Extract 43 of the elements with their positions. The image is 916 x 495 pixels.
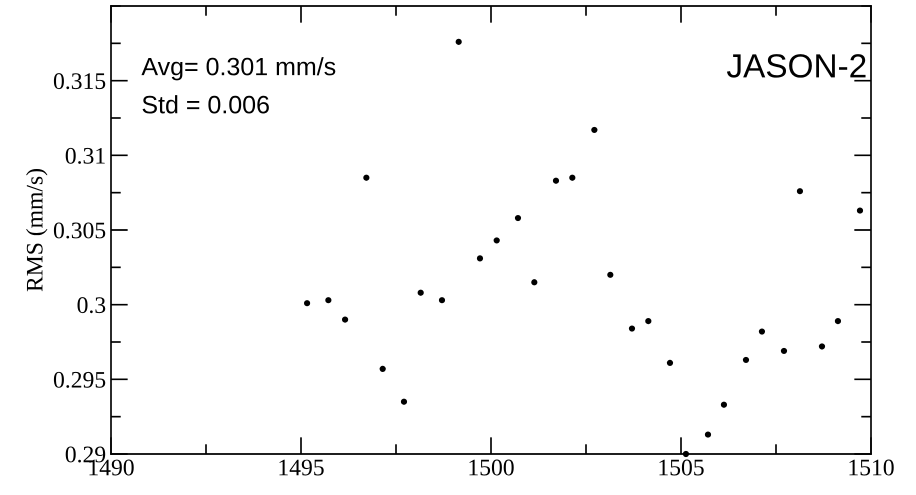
point bbox=[780, 348, 788, 354]
point bbox=[569, 174, 576, 181]
point bbox=[552, 178, 560, 184]
x-tick-label: 1510 bbox=[849, 460, 894, 476]
point bbox=[742, 356, 750, 364]
annotation: Avg= 0.301 mm/s bbox=[141, 57, 336, 80]
x-tick-label: 1495 bbox=[279, 460, 324, 476]
point bbox=[438, 297, 446, 304]
annotation: JASON-2 bbox=[726, 54, 866, 78]
point bbox=[325, 297, 332, 304]
point bbox=[645, 318, 652, 324]
point bbox=[591, 126, 598, 134]
point bbox=[834, 318, 842, 324]
point bbox=[456, 38, 462, 45]
point bbox=[666, 360, 674, 366]
y-tick-label: 0.295 bbox=[54, 372, 106, 388]
point bbox=[380, 366, 386, 372]
point bbox=[304, 300, 310, 306]
point bbox=[607, 272, 614, 278]
point bbox=[494, 237, 500, 244]
point bbox=[818, 343, 826, 350]
point bbox=[342, 316, 348, 323]
point bbox=[720, 402, 728, 408]
y-axis-title: RMS (mm/s) bbox=[26, 169, 48, 292]
y-tick-label: 0.31 bbox=[66, 148, 105, 164]
point bbox=[514, 214, 522, 222]
point bbox=[531, 279, 538, 286]
y-tick-label: 0.3 bbox=[78, 297, 106, 314]
point bbox=[418, 290, 424, 296]
point bbox=[400, 398, 408, 405]
point bbox=[476, 255, 484, 262]
point bbox=[796, 188, 804, 194]
point bbox=[628, 325, 636, 332]
x-tick-label: 1500 bbox=[469, 460, 514, 476]
point bbox=[363, 174, 370, 181]
x-tick-label: 1505 bbox=[659, 460, 704, 476]
y-tick-label: 0.315 bbox=[54, 73, 106, 90]
point bbox=[682, 450, 690, 458]
point bbox=[758, 328, 766, 335]
annotation: Std = 0.006 bbox=[142, 95, 269, 114]
y-tick-label: 0.305 bbox=[54, 222, 106, 239]
point bbox=[856, 207, 864, 214]
point bbox=[704, 431, 712, 438]
